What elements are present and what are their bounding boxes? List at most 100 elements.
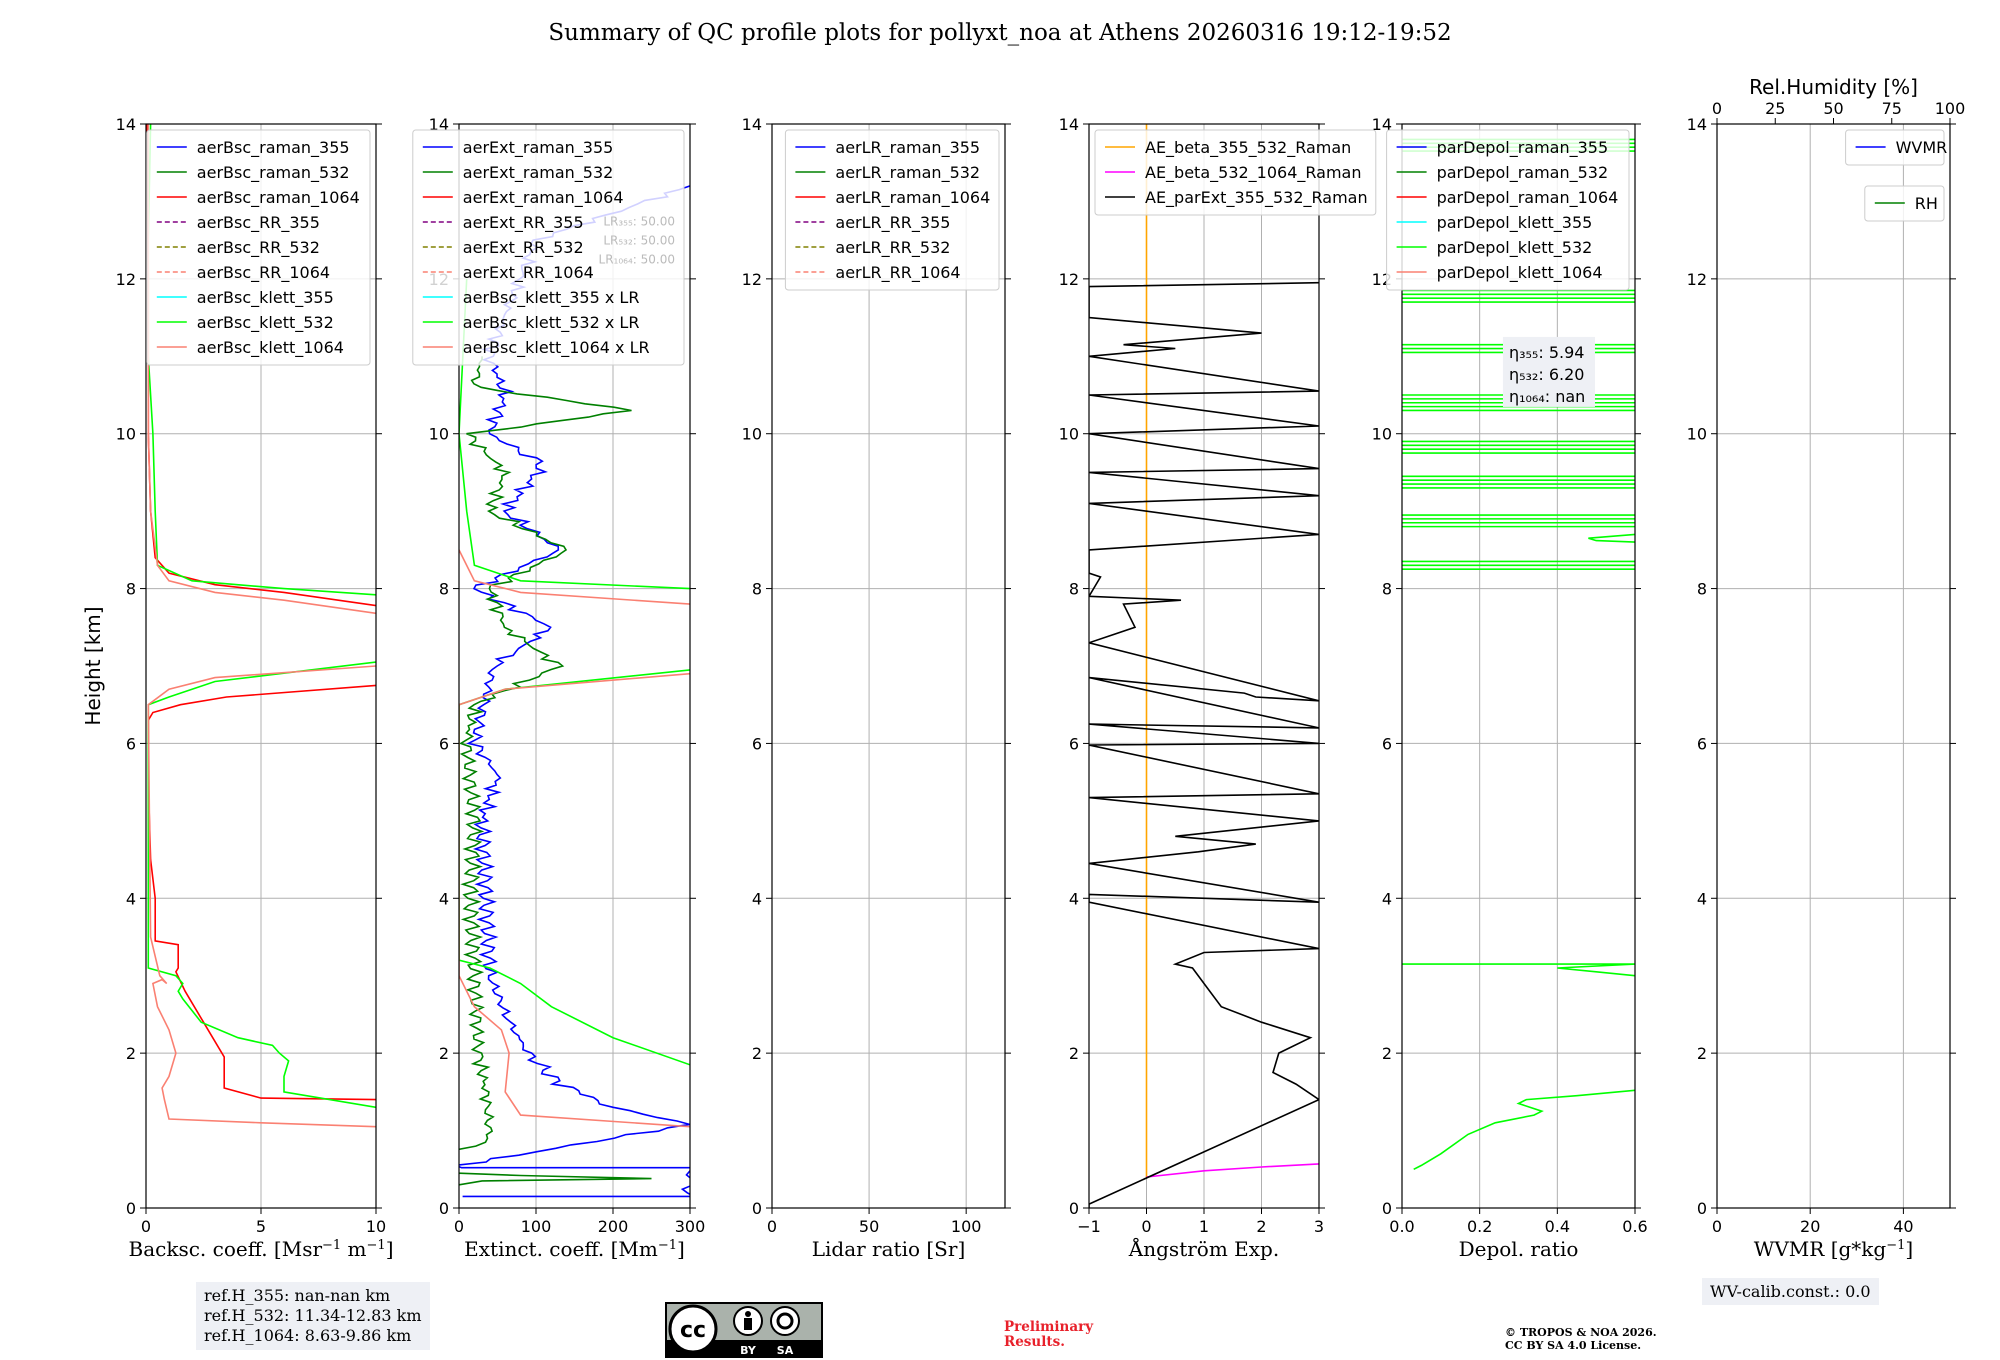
- y-tick-label: 10: [1059, 425, 1079, 444]
- axes-frame: [458, 123, 691, 1209]
- legend-label: aerExt_RR_1064: [463, 263, 594, 283]
- y-tick-label: 14: [742, 115, 762, 134]
- series-line-parDepol-klett-532-c: [1588, 533, 1635, 543]
- legend-box: [1094, 129, 1377, 216]
- y-tick-label: 10: [1372, 425, 1392, 444]
- legend-label: aerExt_raman_1064: [463, 188, 624, 208]
- y-tick-label: 2: [752, 1044, 762, 1063]
- wv-calibration-box: WV-calib.const.: 0.0: [1702, 1278, 1879, 1305]
- x-axis-label-part: WVMR [g*kg: [1754, 1237, 1887, 1261]
- x-tick-label: 300: [675, 1217, 706, 1236]
- x-tick-label: 0.6: [1622, 1217, 1647, 1236]
- panel-lr: 0 50 100 0 2 4 6 8 10 12 14 Lidar ratio [Sr] aerLR_r…: [742, 115, 1011, 1261]
- reference-height-box: ref.H_355: nan-nan km ref.H_532: 11.34-1…: [196, 1282, 430, 1350]
- x-tick-label: 0: [767, 1217, 777, 1236]
- y-tick-label: 6: [752, 734, 762, 753]
- eta-annotation: η₁₀₆₄: nan: [1509, 387, 1585, 406]
- legend-ext: aerExt_raman_355 aerExt_raman_532 aerExt_r…: [412, 129, 685, 366]
- by-person-body: [744, 1318, 752, 1330]
- series-line-AE-parExt-355-532-Raman: [1089, 281, 1319, 1208]
- x-axis-label-part: ]: [1905, 1237, 1913, 1261]
- series-line-aerBsc-klett-532: [147, 661, 376, 1109]
- series-line-aerExt-raman-532-low: [459, 1172, 652, 1186]
- x-tick-label: 50: [859, 1217, 879, 1236]
- x-tick-label: 0.4: [1545, 1217, 1570, 1236]
- figure-title: Summary of QC profile plots for pollyxt_…: [548, 20, 1452, 46]
- panel-ext: 010020030002468101214Extinct. coeff. [Mm…: [412, 115, 706, 1261]
- ref-height-532: ref.H_532: 11.34-12.83 km: [204, 1306, 422, 1325]
- legend-label: aerLR_raman_355: [835, 138, 980, 158]
- y-tick-label: 14: [1687, 115, 1707, 134]
- series-line-AE-beta-532-1064-Raman: [1146, 1163, 1319, 1178]
- y-tick-label: 0: [1382, 1199, 1392, 1218]
- top-x-tick-label: 50: [1823, 99, 1843, 118]
- legend-label: WVMR: [1896, 138, 1948, 157]
- x-tick-label: 100: [521, 1217, 552, 1236]
- by-text: BY: [740, 1344, 757, 1357]
- legend-label: aerExt_raman_532: [463, 163, 614, 183]
- y-tick-label: 12: [116, 270, 136, 289]
- x-tick-label: 1: [1199, 1217, 1209, 1236]
- y-tick-label: 8: [752, 580, 762, 599]
- series-line-parDepol-klett-532: [1413, 1089, 1635, 1171]
- x-axis-label: Extinct. coeff. [Mm−1]: [464, 1237, 685, 1261]
- y-tick-label: 6: [126, 734, 136, 753]
- x-tick-label: 0.2: [1467, 1217, 1492, 1236]
- axes-frame: [771, 123, 1006, 1209]
- y-tick-label: 4: [752, 889, 762, 908]
- x-axis-label-part: Extinct. coeff. [Mm: [464, 1237, 658, 1261]
- x-axis-label: Lidar ratio [Sr]: [812, 1237, 966, 1261]
- series-line-parDepol-klett-532-b: [1402, 963, 1635, 977]
- y-tick-label: 14: [116, 115, 136, 134]
- legend-label: aerLR_raman_1064: [835, 188, 990, 208]
- x-tick-label: 5: [256, 1217, 266, 1236]
- legend-label: parDepol_raman_532: [1437, 163, 1609, 183]
- legend-ae: AE_beta_355_532_Raman AE_beta_532_1064_Ra…: [1094, 129, 1377, 216]
- legend-label: parDepol_raman_1064: [1437, 188, 1619, 208]
- series-line-aerBsc-klett-1064: [147, 665, 376, 1128]
- y-tick-label: 0: [126, 1199, 136, 1218]
- legend-label: aerBsc_raman_1064: [197, 188, 360, 208]
- legend-label: aerLR_RR_355: [835, 213, 950, 233]
- legend-depol: parDepol_raman_355 parDepol_raman_532 parD…: [1386, 129, 1630, 291]
- y-axis-label: Height [km]: [81, 606, 105, 725]
- panel-wv: 0 20 40 0 2 4 6 8 10 12 14 WVMR [g*kg−1] 0 25 50 75 100 R…: [1687, 75, 1966, 1261]
- top-x-tick-label: 0: [1712, 99, 1722, 118]
- legend-label: AE_parExt_355_532_Raman: [1145, 188, 1368, 208]
- legend-label: aerLR_RR_1064: [835, 263, 960, 283]
- legend-label: parDepol_klett_355: [1437, 213, 1593, 233]
- legend-label: aerLR_raman_532: [835, 163, 980, 183]
- x-tick-label: 2: [1256, 1217, 1266, 1236]
- legend-label: aerBsc_RR_355: [197, 213, 320, 233]
- y-tick-label: 10: [429, 425, 449, 444]
- y-tick-label: 0: [1069, 1199, 1079, 1218]
- eta-box: [1502, 336, 1595, 407]
- lr-annotation: LR₅₃₂: 50.00: [603, 234, 675, 248]
- sa-text: SA: [777, 1344, 794, 1357]
- y-tick-label: 12: [1059, 270, 1079, 289]
- y-tick-label: 2: [439, 1044, 449, 1063]
- axes-frame: [1401, 123, 1636, 1209]
- series-group-ae: [1089, 124, 1319, 1208]
- x-axis-label: WVMR [g*kg−1]: [1754, 1237, 1913, 1261]
- legend-lr: aerLR_raman_355 aerLR_raman_532 aerLR_rama…: [784, 129, 1000, 291]
- y-tick-label: 0: [1697, 1199, 1707, 1218]
- axes-frame: [1716, 123, 1951, 1209]
- x-axis-label-part: ]: [386, 1237, 394, 1261]
- sa-share-icon: [770, 1306, 800, 1336]
- x-axis-label-part: Depol. ratio: [1459, 1237, 1579, 1261]
- x-axis-label-part: Lidar ratio [Sr]: [812, 1237, 966, 1261]
- y-tick-label: 2: [1382, 1044, 1392, 1063]
- x-axis-label: Ångström Exp.: [1128, 1236, 1279, 1261]
- series-line-aerBsc-klett-1064-x-LR: [459, 672, 690, 1128]
- cc-circle-icon: [668, 1304, 718, 1354]
- x-axis-label-sup: −1: [1886, 1238, 1905, 1253]
- legend-label: aerBsc_RR_532: [197, 238, 320, 258]
- y-tick-label: 6: [1382, 734, 1392, 753]
- y-tick-label: 12: [1687, 270, 1707, 289]
- legend-bsc: aerBsc_raman_355 aerBsc_raman_532 aerBsc_r…: [146, 129, 371, 366]
